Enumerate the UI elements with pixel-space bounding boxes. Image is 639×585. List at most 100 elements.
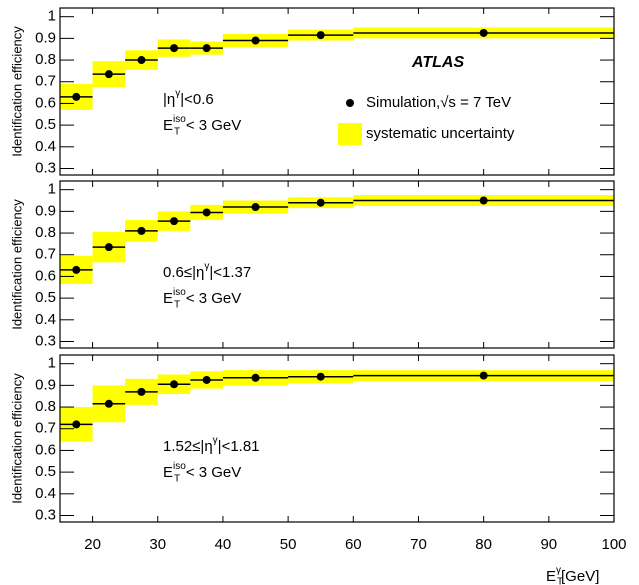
y-tick-label: 0.4 (35, 311, 56, 328)
data-point (479, 371, 488, 380)
y-tick-label: 0.6 (35, 94, 56, 111)
cut-label-sub: T (174, 127, 180, 138)
y-tick-label: 0.4 (35, 138, 56, 155)
x-axis-label-part: [GeV] (561, 568, 599, 585)
data-point (137, 226, 146, 235)
data-point (170, 380, 179, 389)
region-label: 0.6≤|ηγ|<1.37 (163, 261, 251, 281)
y-tick-label: 0.9 (35, 29, 56, 46)
y-axis-label: Identification efficiency (9, 199, 24, 330)
x-tick-label: 30 (149, 536, 166, 553)
y-tick-label: 0.6 (35, 441, 56, 458)
region-label-part: |<1.81 (218, 438, 260, 455)
y-axis-label: Identification efficiency (9, 373, 24, 504)
frame (59, 354, 615, 523)
x-tick-label: 60 (345, 536, 362, 553)
data-point (479, 28, 488, 37)
y-tick-label: 0.5 (35, 463, 56, 480)
y-tick-label: 1 (48, 181, 56, 198)
x-tick-label: 40 (215, 536, 232, 553)
cut-label-part: E (163, 290, 173, 307)
y-tick-label: 0.9 (35, 202, 56, 219)
data-point (202, 208, 211, 217)
frame (59, 180, 615, 349)
region-label-part: γ (204, 261, 209, 272)
cut-label-sub: T (174, 300, 180, 311)
data-point (104, 399, 113, 408)
region-label-part: 0.6≤|η (163, 264, 204, 281)
x-tick-label: 50 (280, 536, 297, 553)
data-point (170, 44, 179, 53)
data-point (316, 198, 325, 207)
x-tick-label: 100 (601, 536, 626, 553)
legend-marker (346, 99, 354, 107)
x-axis-label-sub: T (557, 577, 563, 585)
y-tick-label: 0.8 (35, 398, 56, 415)
data-point (104, 70, 113, 79)
frame (59, 7, 615, 176)
region-label-part: γ (175, 88, 180, 99)
y-tick-label: 0.3 (35, 159, 56, 176)
y-tick-label: 1 (48, 8, 56, 25)
experiment-label: ATLAS (411, 54, 464, 71)
cut-label-part: iso (173, 114, 186, 125)
cut-label: Eiso< 3 GeV (163, 461, 241, 481)
y-tick-label: 0.3 (35, 506, 56, 523)
y-tick-label: 0.6 (35, 267, 56, 284)
data-point (202, 44, 211, 53)
y-tick-label: 1 (48, 355, 56, 372)
y-tick-label: 0.8 (35, 224, 56, 241)
data-point (137, 56, 146, 65)
data-point (72, 420, 81, 429)
y-tick-label: 0.8 (35, 51, 56, 68)
region-label-part: |<1.37 (209, 264, 251, 281)
region-label-part: |η (163, 91, 175, 108)
data-point (202, 375, 211, 384)
y-tick-label: 0.7 (35, 420, 56, 437)
y-tick-label: 0.7 (35, 73, 56, 90)
region-label-part: γ (213, 435, 218, 446)
data-point (251, 36, 260, 45)
y-tick-label: 0.5 (35, 116, 56, 133)
cut-label: Eiso< 3 GeV (163, 287, 241, 307)
y-tick-label: 0.4 (35, 485, 56, 502)
cut-label-part: < 3 GeV (186, 117, 241, 134)
y-tick-label: 0.9 (35, 376, 56, 393)
x-axis-label-part: γ (556, 565, 561, 576)
region-label-part: 1.52≤|η (163, 438, 213, 455)
x-tick-label: 20 (84, 536, 101, 553)
data-point (72, 92, 81, 101)
data-point (316, 31, 325, 40)
x-axis-label-part: E (546, 568, 556, 585)
region-label: 1.52≤|ηγ|<1.81 (163, 435, 260, 455)
data-point (479, 196, 488, 205)
cut-label-sub: T (174, 474, 180, 485)
x-tick-label: 90 (540, 536, 557, 553)
data-point (170, 217, 179, 226)
cut-label-part: iso (173, 287, 186, 298)
x-tick-label: 70 (410, 536, 427, 553)
region-label-part: |<0.6 (180, 91, 214, 108)
cut-label-part: < 3 GeV (186, 290, 241, 307)
region-label: |ηγ|<0.6 (163, 88, 214, 108)
y-tick-label: 0.5 (35, 289, 56, 306)
cut-label-part: < 3 GeV (186, 464, 241, 481)
legend-label: Simulation,√s = 7 TeV (366, 94, 511, 111)
y-tick-label: 0.7 (35, 246, 56, 263)
x-axis-label: Eγ[GeV] (546, 565, 599, 585)
data-point (316, 372, 325, 381)
data-point (137, 387, 146, 396)
cut-label: Eiso< 3 GeV (163, 114, 241, 134)
data-point (104, 243, 113, 252)
cut-label-part: E (163, 117, 173, 134)
data-point (72, 265, 81, 274)
x-tick-label: 80 (475, 536, 492, 553)
legend-label: systematic uncertainty (366, 125, 515, 142)
data-point (251, 203, 260, 212)
legend-band (338, 123, 362, 145)
data-point (251, 373, 260, 382)
cut-label-part: iso (173, 461, 186, 472)
y-axis-label: Identification efficiency (9, 26, 24, 157)
y-tick-label: 0.3 (35, 332, 56, 349)
